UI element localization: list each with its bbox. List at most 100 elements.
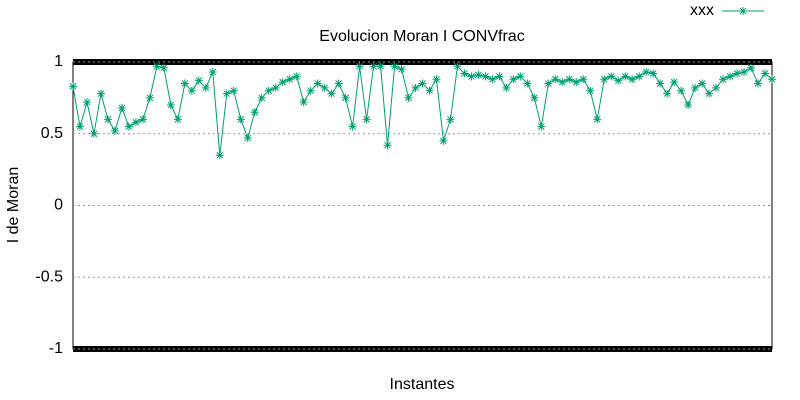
- data-point: [138, 115, 147, 124]
- y-tick-label: -0.5: [35, 268, 63, 285]
- data-point: [173, 115, 182, 124]
- data-point: [292, 72, 301, 81]
- data-point: [131, 118, 140, 127]
- data-point: [579, 75, 588, 84]
- data-point: [747, 63, 756, 72]
- data-point: [69, 82, 77, 91]
- legend: xxx: [690, 2, 764, 19]
- data-point: [558, 78, 567, 87]
- data-point: [684, 101, 693, 110]
- data-point: [243, 134, 252, 143]
- data-point: [439, 136, 448, 145]
- data-point: [474, 70, 483, 79]
- data-point: [201, 83, 210, 92]
- data-point: [208, 68, 217, 77]
- data-point: [495, 72, 504, 81]
- data-point: [152, 62, 161, 71]
- data-point: [75, 122, 84, 131]
- data-point: [642, 68, 651, 77]
- data-point: [313, 79, 322, 88]
- data-point: [103, 115, 112, 124]
- data-point: [306, 86, 315, 95]
- data-point: [698, 79, 707, 88]
- data-point: [215, 151, 224, 160]
- x-axis-label: Instantes: [390, 376, 455, 393]
- data-point: [565, 75, 574, 84]
- data-point: [404, 93, 413, 102]
- data-point: [656, 79, 665, 88]
- data-point: [362, 115, 371, 124]
- data-point: [278, 78, 287, 87]
- data-point: [159, 63, 168, 72]
- data-point: [670, 78, 679, 87]
- data-point: [425, 86, 434, 95]
- data-point: [537, 122, 546, 131]
- data-point: [180, 79, 189, 88]
- legend-label: xxx: [690, 2, 714, 19]
- plot-frame: [72, 61, 773, 350]
- data-point: [761, 69, 770, 78]
- data-point: [705, 89, 714, 98]
- data-point: [145, 93, 154, 102]
- data-point: [509, 75, 518, 84]
- data-point: [82, 98, 91, 107]
- data-point: [593, 115, 602, 124]
- data-point: [726, 72, 735, 81]
- data-point: [187, 86, 196, 95]
- data-point: [229, 86, 238, 95]
- data-point: [285, 75, 294, 84]
- data-point: [530, 93, 539, 102]
- data-point: [334, 79, 343, 88]
- data-point: [341, 93, 350, 102]
- data-point: [691, 83, 700, 92]
- data-point: [89, 129, 98, 138]
- data-point: [327, 89, 336, 98]
- data-point: [236, 115, 245, 124]
- data-point: [299, 98, 308, 107]
- data-point: [544, 79, 553, 88]
- data-point: [117, 103, 126, 112]
- data-point: [194, 76, 203, 85]
- y-tick-label: 1: [54, 53, 63, 70]
- data-point: [271, 83, 280, 92]
- data-point: [607, 72, 616, 81]
- data-point: [628, 75, 637, 84]
- data-point: [551, 75, 560, 84]
- data-point: [222, 89, 231, 98]
- data-point: [96, 89, 105, 98]
- data-point: [754, 79, 763, 88]
- data-point: [369, 62, 378, 71]
- data-point: [572, 78, 581, 87]
- data-point: [677, 86, 686, 95]
- y-tick-label: -1: [49, 340, 63, 357]
- data-point: [320, 83, 329, 92]
- data-point: [264, 86, 273, 95]
- chart-title: Evolucion Moran I CONVfrac: [319, 28, 524, 45]
- data-point: [740, 68, 749, 77]
- data-point: [635, 72, 644, 81]
- data-point: [383, 141, 392, 150]
- data-point: [355, 62, 364, 71]
- data-point: [467, 72, 476, 81]
- data-point: [446, 115, 455, 124]
- data-point: [411, 83, 420, 92]
- data-point: [418, 79, 427, 88]
- data-point: [110, 126, 119, 135]
- data-point: [516, 72, 525, 81]
- data-point: [719, 75, 728, 84]
- data-point: [523, 79, 532, 88]
- data-point: [600, 75, 609, 84]
- data-point: [586, 86, 595, 95]
- data-point: [124, 122, 133, 131]
- data-point: [621, 72, 630, 81]
- data-point: [488, 75, 497, 84]
- y-tick-label: 0.5: [41, 125, 63, 142]
- y-tick-label: 0: [54, 197, 63, 214]
- data-point: [614, 76, 623, 85]
- data-point: [768, 75, 776, 84]
- data-point: [390, 62, 399, 71]
- data-point: [733, 69, 742, 78]
- data-point: [663, 89, 672, 98]
- data-point: [649, 69, 658, 78]
